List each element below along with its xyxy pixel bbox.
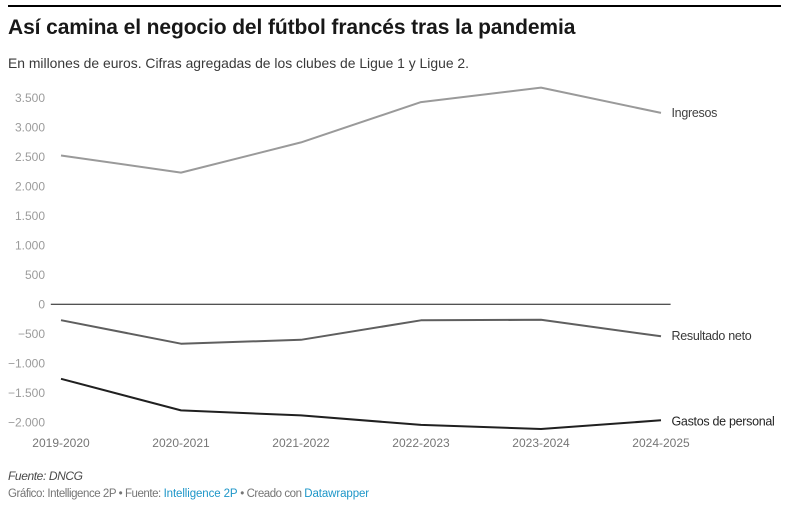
svg-text:0: 0 [38, 298, 45, 312]
svg-text:2019-2020: 2019-2020 [32, 436, 90, 450]
svg-text:−1.500: −1.500 [8, 386, 45, 400]
svg-text:2023-2024: 2023-2024 [512, 436, 570, 450]
svg-text:3.000: 3.000 [15, 121, 45, 135]
svg-text:−2.000: −2.000 [8, 416, 45, 430]
svg-text:2.000: 2.000 [15, 180, 45, 194]
svg-text:1.000: 1.000 [15, 239, 45, 253]
svg-text:3.500: 3.500 [15, 91, 45, 105]
svg-text:2.500: 2.500 [15, 150, 45, 164]
svg-text:500: 500 [25, 268, 45, 282]
svg-text:2024-2025: 2024-2025 [632, 436, 690, 450]
svg-text:Gastos de personal: Gastos de personal [672, 414, 775, 428]
svg-text:−500: −500 [18, 327, 45, 341]
svg-text:1.500: 1.500 [15, 209, 45, 223]
svg-text:2022-2023: 2022-2023 [392, 436, 450, 450]
svg-text:2021-2022: 2021-2022 [272, 436, 330, 450]
svg-text:Resultado neto: Resultado neto [672, 329, 752, 343]
svg-text:Ingresos: Ingresos [672, 106, 718, 120]
svg-text:−1.000: −1.000 [8, 357, 45, 371]
svg-text:2020-2021: 2020-2021 [152, 436, 210, 450]
